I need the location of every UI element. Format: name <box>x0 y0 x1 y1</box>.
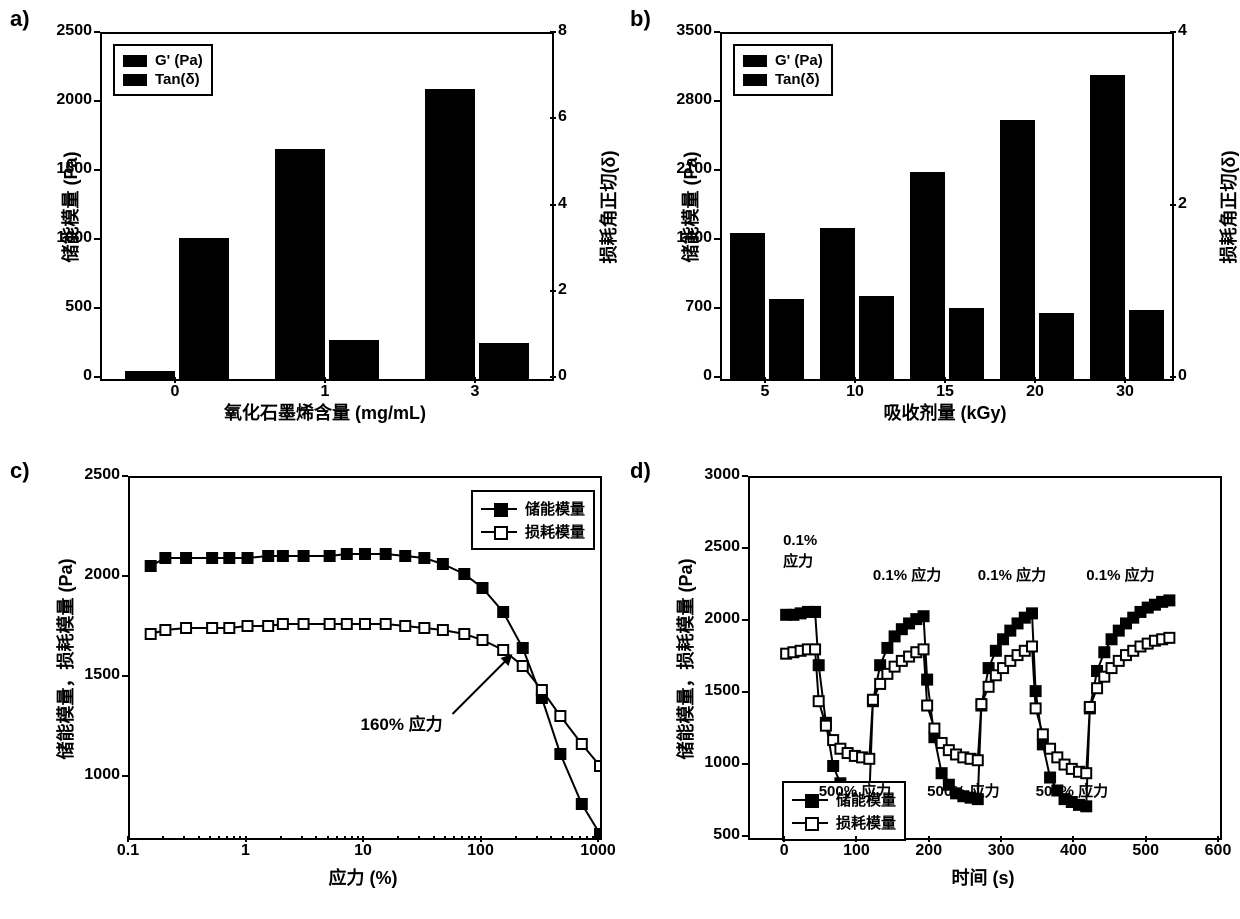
panel-c-ylabel: 储能模量，损耗模量 (Pa) <box>52 519 78 799</box>
panel-a-ylabel-right: 损耗角正切(δ) <box>595 107 621 307</box>
panel-c-legend-item-0: 储能模量 <box>481 498 585 519</box>
legend-swatch <box>743 55 767 67</box>
panel-b-label: b) <box>630 6 651 32</box>
panel-d-label: d) <box>630 458 651 484</box>
open-square-icon <box>494 526 508 540</box>
panel-a-legend-item-1: Tan(δ) <box>123 71 203 88</box>
panel-a-legend: G' (Pa) Tan(δ) <box>113 44 213 96</box>
legend-text: 损耗模量 <box>525 521 585 542</box>
panel-b-ylabel-left: 储能模量 (Pa) <box>677 107 703 307</box>
open-square-icon <box>805 817 819 831</box>
panel-b-xlabel: 吸收剂量 (kGy) <box>720 399 1170 425</box>
legend-text: 损耗模量 <box>836 812 896 833</box>
panel-c-xlabel: 应力 (%) <box>128 864 598 890</box>
panel-b-ylabel-right: 损耗角正切(δ) <box>1215 107 1240 307</box>
figure-root: a) 储能模量 (Pa) 损耗角正切(δ) 氧化石墨烯含量 (mg/mL) G'… <box>0 0 1240 919</box>
panel-b-legend-item-1: Tan(δ) <box>743 71 823 88</box>
panel-d: d) 储能模量，损耗模量 (Pa) 时间 (s) 储能模量 损耗模量 50010… <box>630 456 1240 906</box>
panel-b-legend: G' (Pa) Tan(δ) <box>733 44 833 96</box>
legend-swatch <box>123 74 147 86</box>
legend-swatch <box>123 55 147 67</box>
panel-b-legend-item-0: G' (Pa) <box>743 52 823 69</box>
panel-c-label: c) <box>10 458 30 484</box>
panel-a-legend-item-0: G' (Pa) <box>123 52 203 69</box>
filled-square-icon <box>805 794 819 808</box>
panel-a-xlabel: 氧化石墨烯含量 (mg/mL) <box>100 399 550 425</box>
legend-line-icon <box>481 531 517 533</box>
legend-line-icon <box>792 822 828 824</box>
panel-b: b) 储能模量 (Pa) 损耗角正切(δ) 吸收剂量 (kGy) G' (Pa)… <box>630 4 1230 444</box>
legend-text: 储能模量 <box>525 498 585 519</box>
filled-square-icon <box>494 503 508 517</box>
panel-a-ylabel-left: 储能模量 (Pa) <box>57 107 83 307</box>
legend-text: G' (Pa) <box>775 52 823 69</box>
panel-d-legend-item-1: 损耗模量 <box>792 812 896 833</box>
legend-line-icon <box>481 508 517 510</box>
legend-text: Tan(δ) <box>775 71 820 88</box>
panel-a: a) 储能模量 (Pa) 损耗角正切(δ) 氧化石墨烯含量 (mg/mL) G'… <box>10 4 610 444</box>
panel-c-legend: 储能模量 损耗模量 <box>471 490 595 550</box>
legend-swatch <box>743 74 767 86</box>
legend-text: G' (Pa) <box>155 52 203 69</box>
legend-text: Tan(δ) <box>155 71 200 88</box>
panel-c-legend-item-1: 损耗模量 <box>481 521 585 542</box>
panel-c: c) 储能模量，损耗模量 (Pa) 应力 (%) 储能模量 损耗模量 10001… <box>10 456 620 906</box>
panel-d-xlabel: 时间 (s) <box>748 864 1218 890</box>
panel-a-label: a) <box>10 6 30 32</box>
